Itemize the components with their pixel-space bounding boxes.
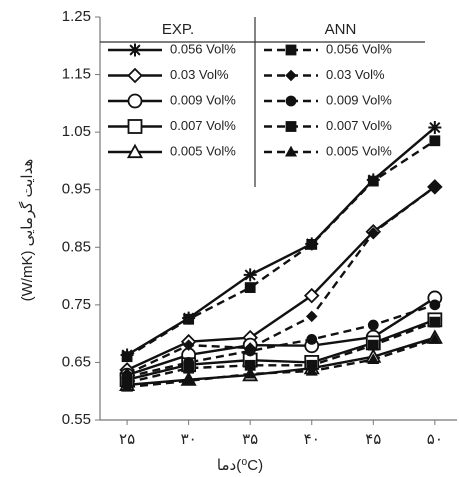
- marker: [127, 119, 143, 134]
- x-tick-label: ۳۵: [242, 431, 258, 448]
- series-line: [126, 321, 436, 384]
- marker: [127, 67, 143, 84]
- marker: [367, 175, 379, 187]
- y-tick-label: 0.95: [62, 181, 91, 198]
- legend-label: 0.005 Vol%: [326, 143, 392, 158]
- legend-label: 0.056 Vol%: [170, 41, 236, 56]
- series-line: [126, 318, 436, 381]
- legend-label: 0.007 Vol%: [326, 118, 392, 133]
- marker: [121, 351, 133, 363]
- marker: [128, 43, 142, 57]
- series-line: [126, 185, 436, 376]
- legend-label: 0.056 Vol%: [326, 41, 392, 56]
- y-tick-label: 0.65: [62, 353, 91, 370]
- series-line: [126, 303, 436, 378]
- marker: [285, 44, 297, 56]
- marker-shape: [428, 121, 442, 135]
- marker-shape: [128, 43, 142, 57]
- legend-label: 0.03 Vol%: [170, 67, 229, 82]
- marker: [244, 282, 256, 293]
- marker: [367, 339, 379, 351]
- legend-label: 0.007 Vol%: [170, 118, 236, 133]
- marker: [367, 353, 380, 365]
- marker: [428, 333, 441, 344]
- marker: [429, 299, 441, 311]
- legend-label: 0.005 Vol%: [170, 143, 236, 158]
- marker: [244, 345, 256, 357]
- marker-shape: [243, 268, 257, 282]
- marker: [367, 319, 379, 331]
- x-tick-label: ۴۰: [304, 431, 320, 448]
- marker: [121, 380, 134, 392]
- series-line: [126, 185, 436, 372]
- x-tick-label: ۳۰: [181, 431, 197, 448]
- marker: [429, 135, 441, 147]
- marker: [182, 374, 195, 386]
- marker: [303, 287, 320, 304]
- marker: [182, 339, 195, 351]
- marker: [244, 367, 257, 379]
- legend-label: 0.009 Vol%: [170, 92, 236, 107]
- x-tick-label: ۵۰: [427, 431, 443, 448]
- marker: [305, 310, 318, 323]
- x-tick-label: ۴۵: [365, 431, 381, 448]
- marker: [429, 316, 441, 328]
- y-tick-label: 0.75: [62, 296, 91, 313]
- y-tick-label: 0.55: [62, 411, 91, 428]
- marker: [429, 181, 441, 193]
- x-tick-label: ۲۵: [119, 431, 135, 448]
- series-line: [126, 336, 436, 387]
- marker: [284, 145, 298, 157]
- marker: [428, 121, 442, 135]
- marker: [127, 93, 143, 109]
- marker: [243, 268, 257, 282]
- legend-label: 0.009 Vol%: [326, 92, 392, 107]
- y-tick-label: 1.05: [62, 123, 91, 140]
- marker: [126, 143, 144, 159]
- legend-label: 0.03 Vol%: [326, 67, 385, 82]
- marker: [367, 227, 380, 239]
- legend-group-title: EXP.: [162, 21, 194, 38]
- marker: [183, 362, 195, 374]
- marker: [306, 333, 318, 345]
- series-line: [126, 139, 436, 358]
- marker: [285, 69, 297, 82]
- marker: [305, 364, 318, 376]
- y-tick-label: 0.85: [62, 238, 91, 255]
- marker: [285, 95, 297, 107]
- legend: EXP. 0.056 Vol% 0.03 Vol% 0.009 Vol% 0.007 V…: [100, 17, 425, 187]
- y-axis-label: (W/mK) هدایت گرمایی: [18, 159, 36, 302]
- marker: [183, 313, 195, 325]
- marker: [285, 121, 297, 132]
- y-tick-label: 1.15: [62, 66, 91, 83]
- x-axis-label: دما(⁰C): [217, 457, 263, 474]
- series-line: [126, 126, 436, 356]
- y-tick-label: 1.25: [62, 8, 91, 25]
- legend-group-title: ANN: [325, 21, 357, 38]
- marker: [306, 239, 318, 250]
